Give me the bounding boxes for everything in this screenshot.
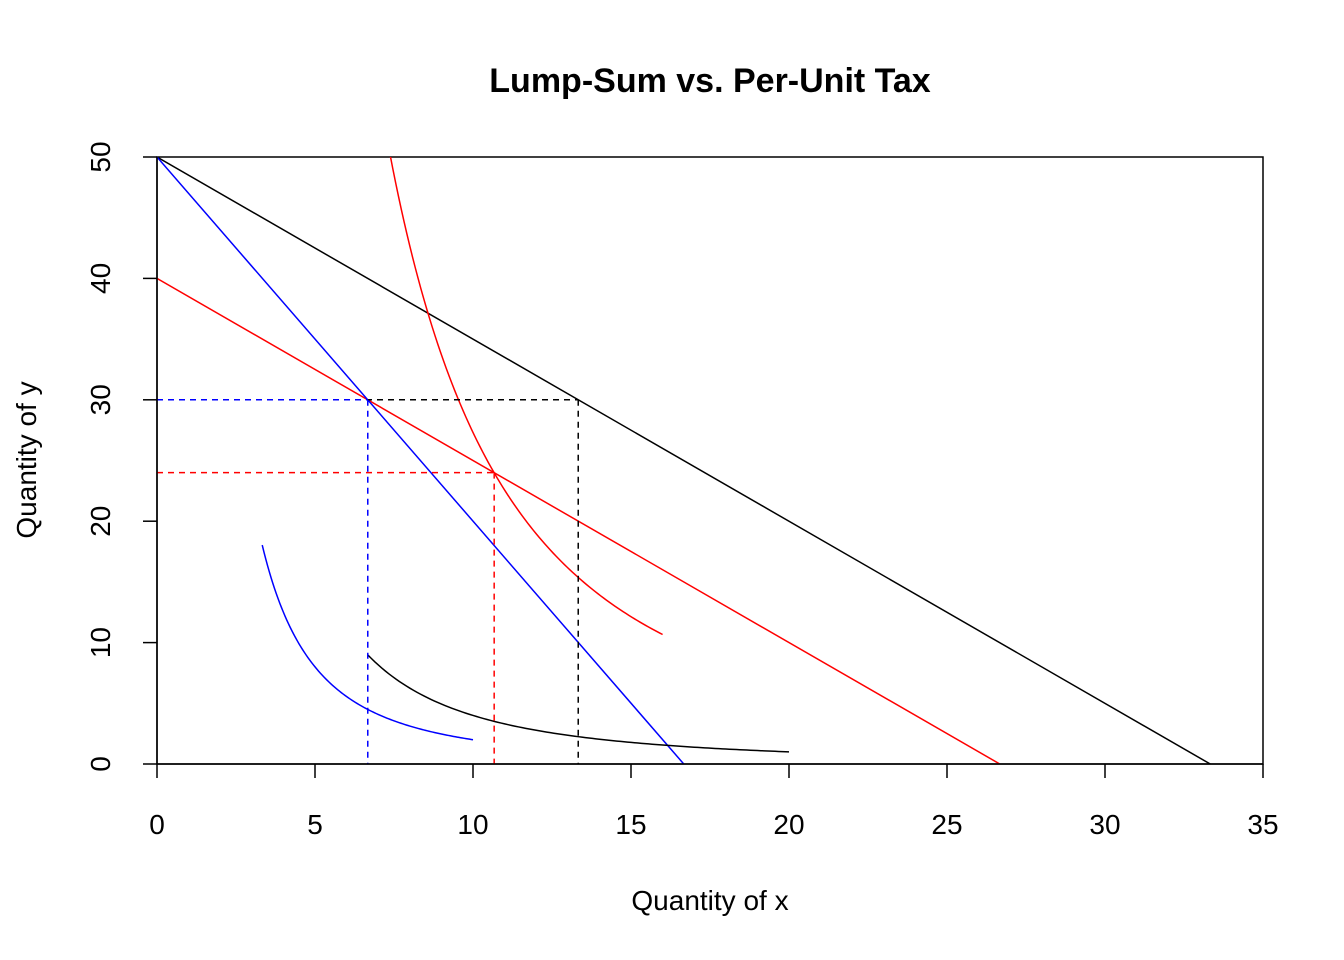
indifference-curve-original — [367, 654, 790, 753]
plot-frame — [156, 156, 1264, 765]
y-tick-label: 20 — [85, 506, 116, 537]
axes: 0 5 10 15 20 25 30 35 0 10 20 30 40 50 — [85, 141, 1279, 840]
x-tick-label: 25 — [931, 809, 962, 840]
y-axis-label: Quantity of y — [11, 381, 42, 538]
y-tick-label: 40 — [85, 263, 116, 294]
y-tick-label: 30 — [85, 384, 116, 415]
indifference-curve-lump-sum — [389, 157, 663, 636]
x-tick-label: 5 — [307, 809, 323, 840]
plot-area — [157, 157, 1211, 764]
x-axis-label: Quantity of x — [631, 885, 788, 916]
budget-line-original — [157, 157, 1211, 764]
x-tick-label: 0 — [149, 809, 165, 840]
y-tick-label: 0 — [85, 756, 116, 772]
budget-line-per-unit — [157, 157, 685, 764]
x-tick-label: 30 — [1089, 809, 1120, 840]
chart-title: Lump-Sum vs. Per-Unit Tax — [489, 62, 931, 100]
x-tick-label: 10 — [457, 809, 488, 840]
y-tick-label: 50 — [85, 141, 116, 172]
x-tick-label: 15 — [615, 809, 646, 840]
y-tick-label: 10 — [85, 627, 116, 658]
x-tick-label: 20 — [773, 809, 804, 840]
x-tick-label: 35 — [1247, 809, 1278, 840]
